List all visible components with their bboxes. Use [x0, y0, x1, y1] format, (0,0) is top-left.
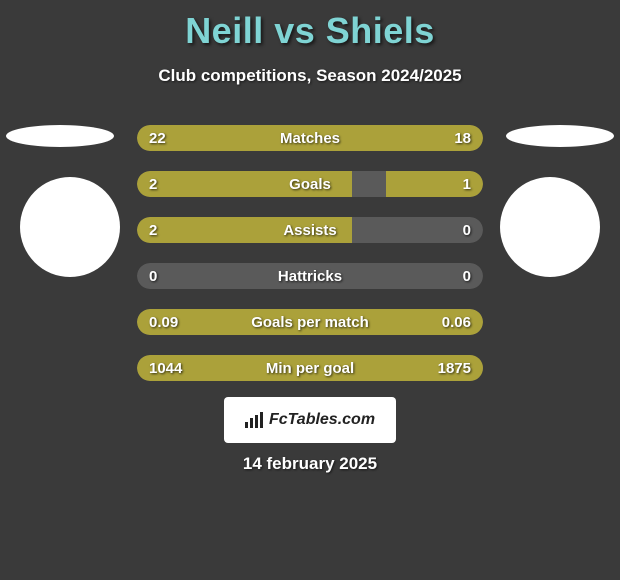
source-brand: FcTables.com [245, 411, 375, 429]
comparison-date: 14 february 2025 [0, 454, 620, 474]
left-club-badge [20, 177, 120, 277]
stat-label: Goals per match [137, 309, 483, 335]
stat-label: Min per goal [137, 355, 483, 381]
stat-row: 00Hattricks [137, 263, 483, 289]
stat-row: 2218Matches [137, 125, 483, 151]
stat-label: Matches [137, 125, 483, 151]
right-player-ellipse [506, 125, 614, 147]
signal-icon [245, 412, 265, 428]
stat-row: 10441875Min per goal [137, 355, 483, 381]
badge-bg [500, 177, 600, 277]
stat-label: Assists [137, 217, 483, 243]
source-text: FcTables.com [269, 411, 375, 429]
right-club-badge: D F C [500, 177, 600, 277]
stat-label: Hattricks [137, 263, 483, 289]
stats-bars: 2218Matches 21Goals 20Assists 00Hattricks 0.… [137, 125, 483, 401]
stat-row: 20Assists [137, 217, 483, 243]
stat-row: 0.090.06Goals per match [137, 309, 483, 335]
badge-bg [20, 177, 120, 277]
stat-row: 21Goals [137, 171, 483, 197]
left-player-ellipse [6, 125, 114, 147]
stat-label: Goals [137, 171, 483, 197]
comparison-subtitle: Club competitions, Season 2024/2025 [0, 66, 620, 86]
source-badge: FcTables.com [224, 397, 396, 443]
comparison-title: Neill vs Shiels [0, 0, 620, 52]
